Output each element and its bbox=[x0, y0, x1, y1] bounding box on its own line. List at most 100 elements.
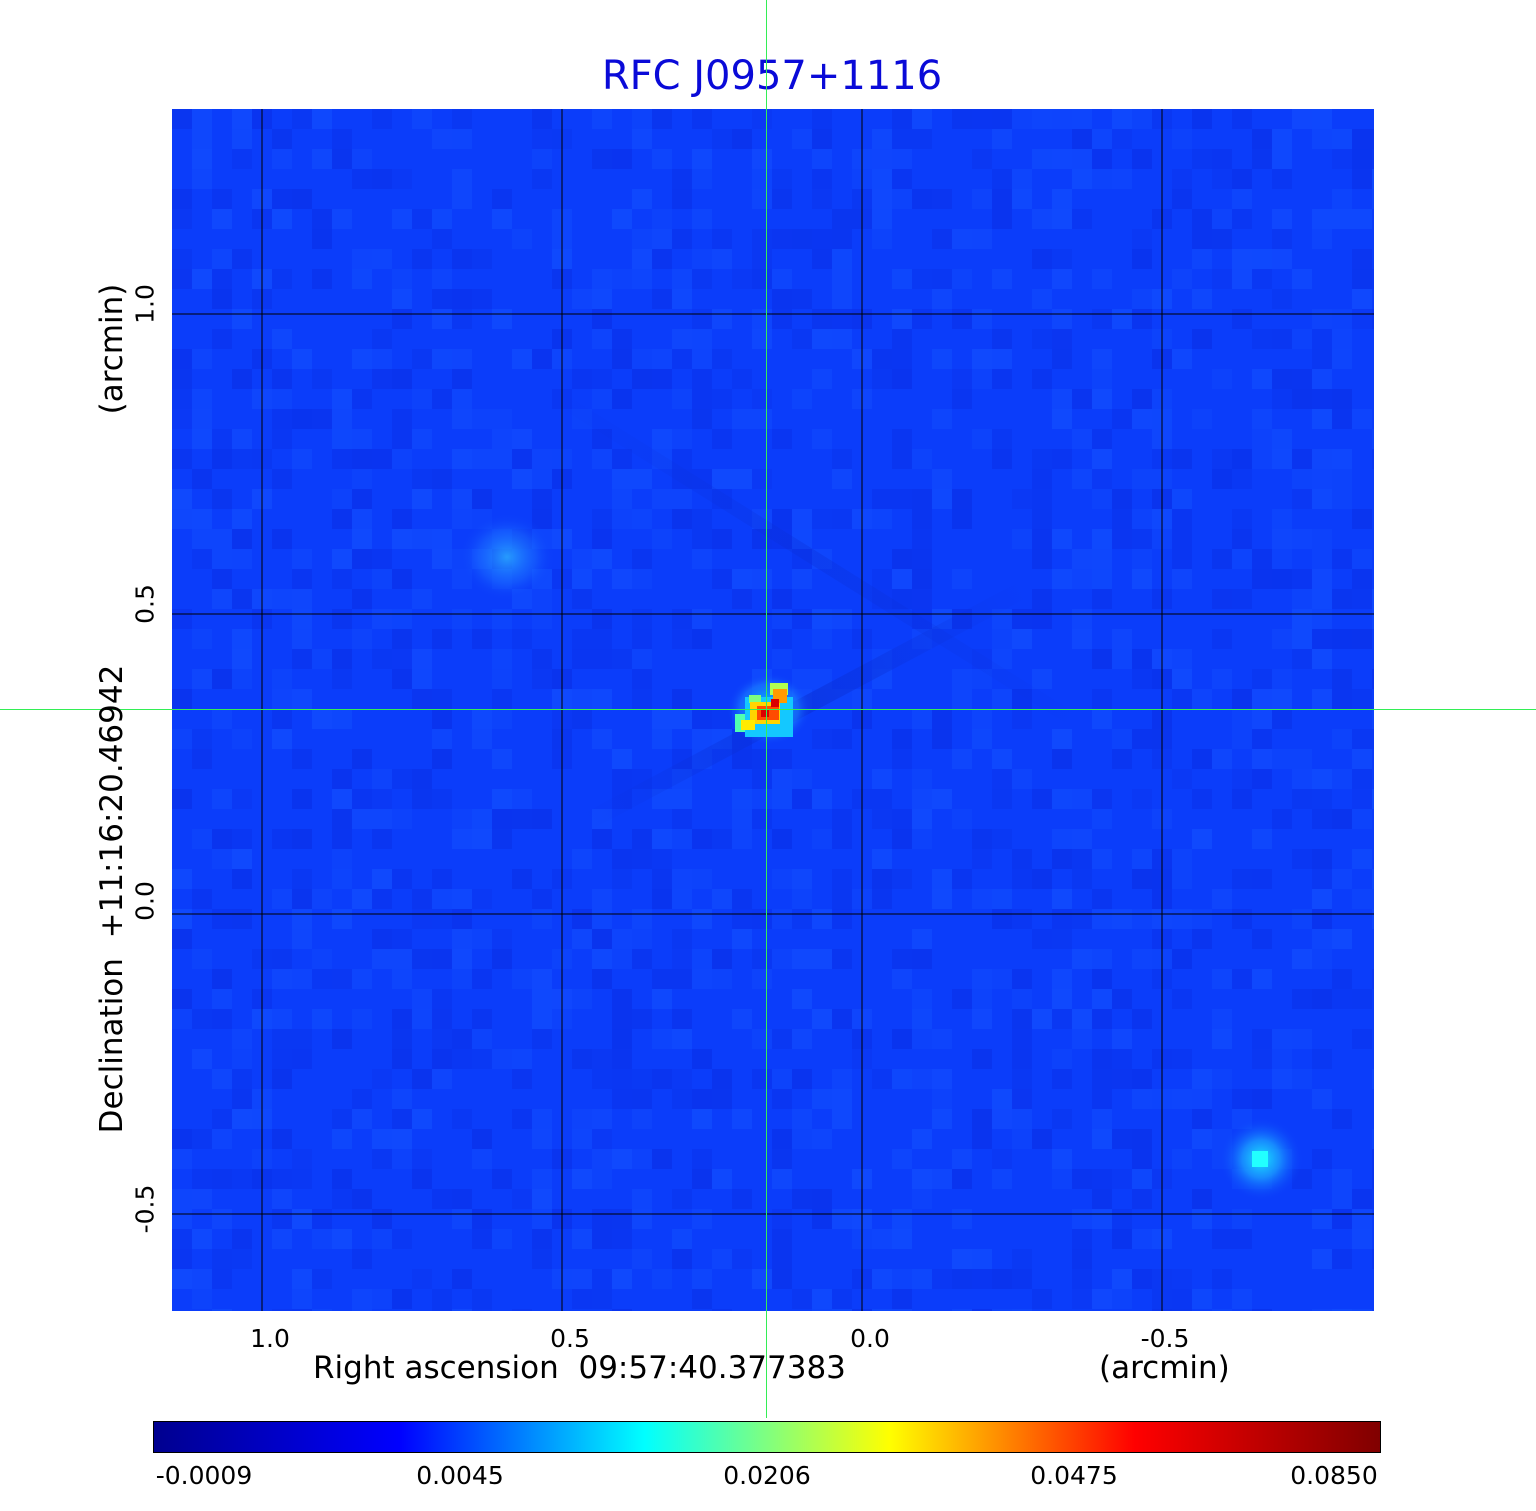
noise-pixel bbox=[972, 109, 992, 129]
noise-pixel bbox=[572, 629, 592, 649]
noise-pixel bbox=[272, 1029, 292, 1049]
noise-pixel bbox=[332, 449, 352, 469]
noise-pixel bbox=[1012, 189, 1032, 209]
noise-pixel bbox=[772, 309, 792, 329]
noise-pixel bbox=[1372, 129, 1374, 149]
noise-pixel bbox=[912, 509, 932, 529]
noise-pixel bbox=[232, 249, 252, 269]
noise-pixel bbox=[1112, 629, 1132, 649]
noise-pixel bbox=[712, 829, 732, 849]
x-tick-label: 0.0 bbox=[850, 1324, 890, 1353]
noise-pixel bbox=[452, 949, 472, 969]
noise-pixel bbox=[832, 209, 852, 229]
noise-pixel bbox=[512, 229, 532, 249]
noise-pixel bbox=[1092, 1009, 1112, 1029]
noise-pixel bbox=[952, 309, 972, 329]
noise-pixel bbox=[212, 1129, 232, 1149]
noise-pixel bbox=[1312, 1149, 1332, 1169]
noise-pixel bbox=[912, 529, 932, 549]
noise-pixel bbox=[1232, 469, 1252, 489]
noise-pixel bbox=[652, 969, 672, 989]
noise-pixel bbox=[232, 649, 252, 669]
noise-pixel bbox=[192, 629, 212, 649]
noise-pixel bbox=[1012, 989, 1032, 1009]
noise-pixel bbox=[612, 929, 632, 949]
noise-pixel bbox=[1332, 1309, 1352, 1311]
noise-pixel bbox=[312, 1209, 332, 1229]
noise-pixel bbox=[672, 1009, 692, 1029]
noise-pixel bbox=[512, 1309, 532, 1311]
noise-pixel bbox=[1172, 1149, 1192, 1169]
noise-pixel bbox=[1032, 789, 1052, 809]
noise-pixel bbox=[372, 1289, 392, 1309]
noise-pixel bbox=[172, 409, 192, 429]
noise-pixel bbox=[932, 1109, 952, 1129]
noise-pixel bbox=[892, 1209, 912, 1229]
noise-pixel bbox=[592, 149, 612, 169]
noise-pixel bbox=[692, 209, 712, 229]
noise-pixel bbox=[992, 689, 1012, 709]
noise-pixel bbox=[1212, 229, 1232, 249]
radio-image-panel[interactable] bbox=[172, 109, 1374, 1311]
noise-pixel bbox=[1012, 709, 1032, 729]
noise-pixel bbox=[512, 429, 532, 449]
noise-pixel bbox=[1292, 909, 1312, 929]
noise-pixel bbox=[692, 709, 712, 729]
noise-pixel bbox=[572, 849, 592, 869]
noise-pixel bbox=[1312, 389, 1332, 409]
noise-pixel bbox=[832, 909, 852, 929]
noise-pixel bbox=[1012, 969, 1032, 989]
noise-pixel bbox=[692, 389, 712, 409]
noise-pixel bbox=[392, 509, 412, 529]
noise-pixel bbox=[1112, 749, 1132, 769]
noise-pixel bbox=[812, 909, 832, 929]
noise-pixel bbox=[752, 109, 772, 129]
noise-pixel bbox=[952, 369, 972, 389]
noise-pixel bbox=[712, 569, 732, 589]
noise-pixel bbox=[1112, 729, 1132, 749]
noise-pixel bbox=[332, 829, 352, 849]
noise-pixel bbox=[632, 929, 652, 949]
noise-pixel bbox=[812, 249, 832, 269]
noise-pixel bbox=[1232, 1289, 1252, 1309]
noise-pixel bbox=[392, 1129, 412, 1149]
noise-pixel bbox=[272, 189, 292, 209]
noise-pixel bbox=[692, 369, 712, 389]
noise-pixel bbox=[412, 989, 432, 1009]
noise-pixel bbox=[432, 1189, 452, 1209]
noise-pixel bbox=[1112, 1049, 1132, 1069]
noise-pixel bbox=[472, 1029, 492, 1049]
noise-pixel bbox=[1172, 1309, 1192, 1311]
noise-pixel bbox=[652, 829, 672, 849]
noise-pixel bbox=[732, 889, 752, 909]
noise-pixel bbox=[672, 629, 692, 649]
noise-pixel bbox=[592, 1069, 612, 1089]
noise-pixel bbox=[172, 209, 192, 229]
noise-pixel bbox=[1312, 949, 1332, 969]
noise-pixel bbox=[212, 1209, 232, 1229]
noise-pixel bbox=[992, 429, 1012, 449]
noise-pixel bbox=[832, 829, 852, 849]
noise-pixel bbox=[632, 689, 652, 709]
noise-pixel bbox=[1232, 969, 1252, 989]
noise-pixel bbox=[272, 889, 292, 909]
noise-pixel bbox=[992, 629, 1012, 649]
noise-pixel bbox=[832, 809, 852, 829]
noise-pixel bbox=[1172, 529, 1192, 549]
noise-pixel bbox=[912, 1169, 932, 1189]
noise-pixel bbox=[1012, 109, 1032, 129]
noise-pixel bbox=[452, 1109, 472, 1129]
noise-pixel bbox=[372, 169, 392, 189]
noise-pixel bbox=[792, 1129, 812, 1149]
noise-pixel bbox=[872, 889, 892, 909]
noise-pixel bbox=[512, 449, 532, 469]
noise-pixel bbox=[732, 1109, 752, 1129]
noise-pixel bbox=[292, 1169, 312, 1189]
noise-pixel bbox=[612, 469, 632, 489]
noise-pixel bbox=[172, 369, 192, 389]
noise-pixel bbox=[452, 309, 472, 329]
noise-pixel bbox=[1372, 589, 1374, 609]
noise-pixel bbox=[1192, 929, 1212, 949]
noise-pixel bbox=[272, 1229, 292, 1249]
noise-pixel bbox=[432, 289, 452, 309]
